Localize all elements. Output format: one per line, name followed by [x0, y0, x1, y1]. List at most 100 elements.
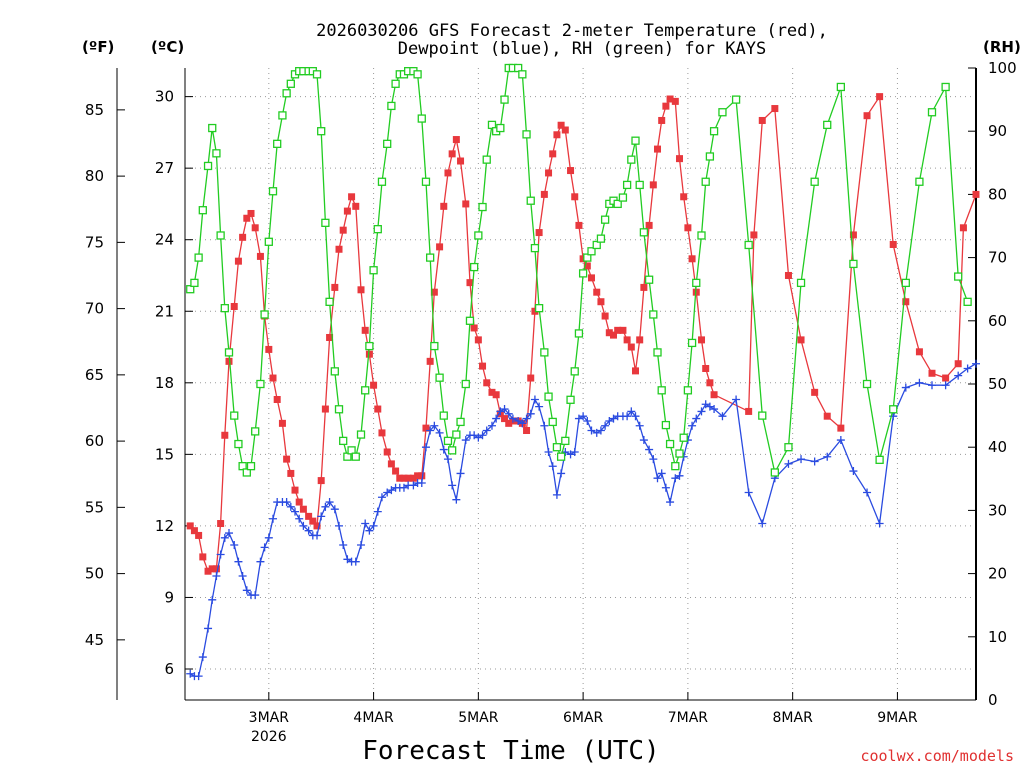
- temperature-point: [321, 405, 329, 413]
- temperature-point: [702, 364, 710, 372]
- rh-point: [618, 193, 628, 202]
- rh-point: [570, 367, 579, 376]
- temperature-point: [954, 360, 962, 368]
- rh-point: [286, 79, 295, 88]
- celsius-tick-label: 18: [155, 374, 174, 392]
- temperature-point: [287, 469, 295, 477]
- temperature-point: [348, 193, 356, 201]
- dewpoint-point: [317, 512, 326, 521]
- credit-link[interactable]: coolwx.com/models: [860, 747, 1014, 765]
- dewpoint-point: [343, 555, 352, 564]
- temperature-point: [928, 369, 936, 377]
- temperature-point: [269, 374, 277, 382]
- dewpoint-point: [701, 400, 710, 409]
- rh-point: [657, 386, 666, 395]
- temperature-point: [217, 520, 225, 528]
- rh-point: [230, 411, 239, 420]
- dewpoint-point: [540, 421, 549, 430]
- rh-point: [731, 95, 741, 104]
- temperature-point: [295, 498, 303, 506]
- rh-point: [234, 439, 243, 449]
- temperature-point: [915, 348, 923, 356]
- dewpoint-point: [369, 521, 378, 530]
- rh-point: [339, 436, 348, 446]
- rh-point: [208, 123, 217, 133]
- temperature-point: [331, 283, 339, 291]
- rh-point: [251, 427, 260, 436]
- dewpoint-point: [508, 414, 517, 423]
- dewpoint-point: [797, 455, 806, 464]
- temperature-point: [239, 233, 247, 241]
- rh-point: [836, 82, 845, 92]
- rh-point: [260, 310, 269, 319]
- temperature-point: [374, 405, 382, 413]
- rh-point: [365, 341, 374, 351]
- temperature-point: [658, 116, 666, 124]
- temperature-point: [876, 93, 884, 101]
- rh-point: [587, 247, 596, 256]
- dewpoint-point: [439, 445, 448, 454]
- tick-labels: 6 9 12 15 18 21 24 27 30 45 50 55 60 65 70 75 80 85 0 10 20 3…: [85, 59, 1017, 745]
- rh-point: [534, 304, 544, 313]
- temperature-point: [959, 224, 967, 232]
- temperature-point: [299, 505, 307, 513]
- dewpoint-point: [927, 381, 936, 390]
- temperature-point: [436, 243, 444, 251]
- rh-point: [461, 379, 470, 389]
- rh-point: [709, 127, 719, 136]
- temperature-point: [557, 121, 565, 129]
- dewpoint-point: [417, 478, 426, 487]
- dewpoint-point: [295, 514, 304, 523]
- fahrenheit-tick-label: 60: [85, 432, 104, 450]
- rh-point: [430, 341, 439, 351]
- rh-point: [744, 240, 753, 250]
- rh-point: [448, 446, 457, 455]
- rh-point: [530, 243, 540, 253]
- dewpoint-point: [697, 407, 706, 416]
- temperature-point: [452, 136, 460, 144]
- temperature-point: [583, 262, 591, 270]
- temperature-point: [688, 255, 696, 263]
- temperature-point: [195, 531, 203, 539]
- temperature-point: [343, 207, 351, 215]
- dewpoint-point: [504, 409, 513, 418]
- rh-point: [697, 231, 706, 240]
- rh-point: [683, 386, 693, 395]
- rh-point: [941, 82, 950, 92]
- temperature-point: [706, 379, 714, 387]
- rh-point: [212, 149, 221, 158]
- rh-point: [190, 278, 199, 288]
- rh-point: [334, 405, 344, 414]
- dewpoint-point: [225, 529, 234, 538]
- temperature-point: [418, 472, 426, 480]
- rh-tick-label: 30: [988, 501, 1007, 519]
- dewpoint-point: [409, 481, 418, 490]
- dewpoint-point: [282, 498, 291, 507]
- dewpoint-point: [544, 447, 553, 456]
- x-tick-label: 8MAR: [773, 710, 814, 726]
- rh-point: [347, 446, 356, 455]
- rh-point: [635, 180, 644, 190]
- temperature-point: [823, 412, 831, 420]
- rh-point: [325, 297, 334, 306]
- dewpoint-point: [574, 414, 583, 423]
- dewpoint-point: [216, 550, 225, 559]
- series-filled-square: [186, 93, 980, 575]
- temperature-point: [627, 343, 635, 351]
- celsius-tick-label: 21: [155, 302, 174, 320]
- temperature-point: [488, 388, 496, 396]
- dewpoint-point: [194, 672, 203, 681]
- rh-point: [592, 240, 601, 250]
- dewpoint-point: [383, 488, 392, 497]
- x-tick-label: 3MAR: [249, 710, 290, 726]
- temperature-point: [758, 116, 766, 124]
- temperature-point: [902, 298, 910, 306]
- dewpoint-point: [548, 462, 557, 471]
- temperature-point: [545, 169, 553, 177]
- dewpoint-point: [875, 519, 884, 528]
- rh-point: [901, 278, 910, 288]
- dewpoint-point: [649, 455, 658, 464]
- temperature-point: [579, 255, 587, 263]
- rh-point: [954, 272, 963, 281]
- temperature-point: [837, 424, 845, 432]
